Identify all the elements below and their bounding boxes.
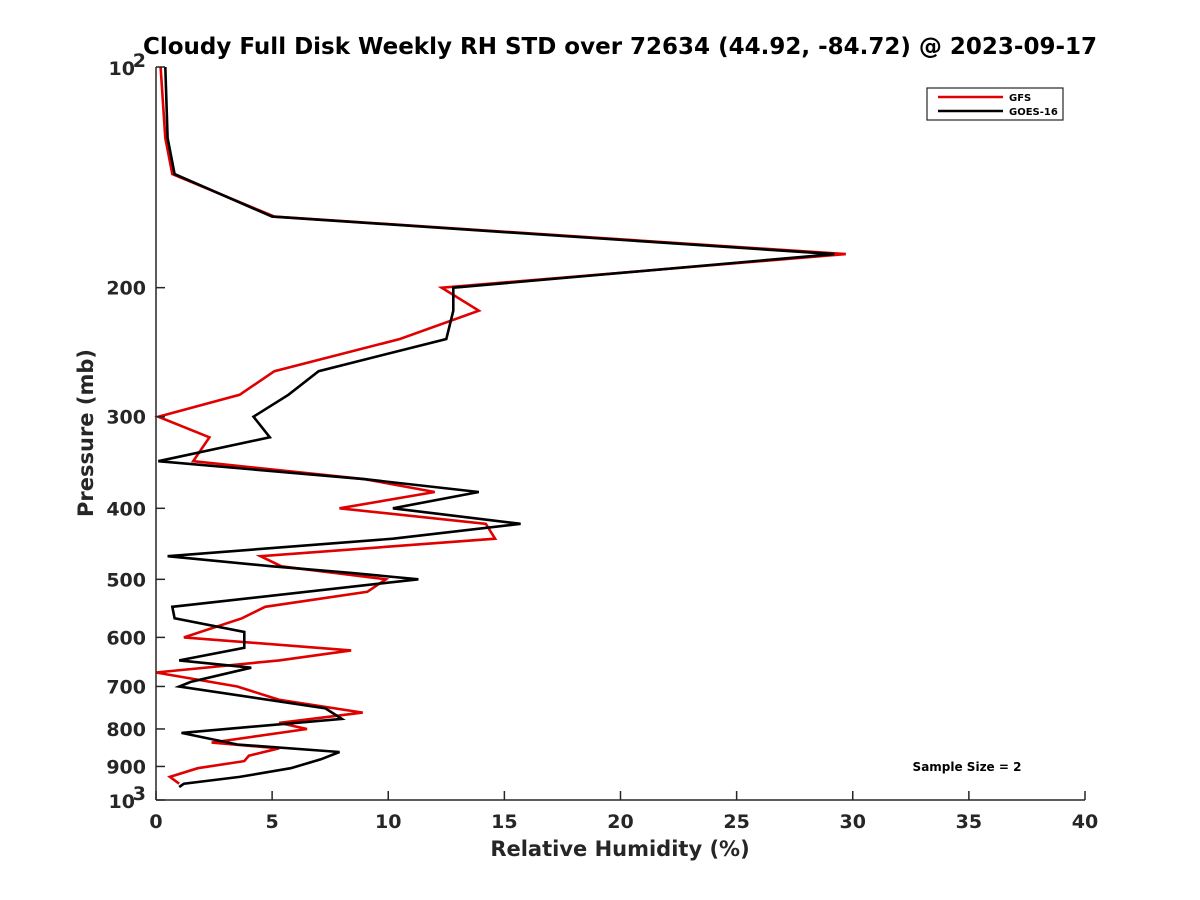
series-line-goes-16 xyxy=(158,66,835,789)
y-tick-label: 10 xyxy=(109,58,135,80)
y-tick-label: 10 xyxy=(109,791,135,813)
legend-label-gfs: GFS xyxy=(1009,93,1031,104)
y-tick-label: 500 xyxy=(106,569,146,591)
y-tick-label: 900 xyxy=(106,756,146,778)
x-tick-label: 15 xyxy=(491,811,517,833)
legend: GFS GOES-16 xyxy=(926,87,1064,121)
series-layer xyxy=(154,66,846,789)
y-tick-label: 800 xyxy=(106,719,146,741)
x-tick-label: 35 xyxy=(956,811,982,833)
legend-label-goes-16: GOES-16 xyxy=(1009,107,1058,118)
sample-size-annotation: Sample Size = 2 xyxy=(913,760,1022,774)
x-tick-label: 5 xyxy=(266,811,279,833)
y-tick-label: 700 xyxy=(106,676,146,698)
chart-title: Cloudy Full Disk Weekly RH STD over 7263… xyxy=(143,34,1097,60)
x-tick-label: 40 xyxy=(1072,811,1098,833)
y-tick-exponent: 3 xyxy=(133,783,146,805)
series-line-gfs xyxy=(154,66,846,785)
y-tick-label: 300 xyxy=(106,407,146,429)
x-tick-label: 10 xyxy=(375,811,401,833)
x-tick-label: 25 xyxy=(723,811,749,833)
y-tick-exponent: 2 xyxy=(133,50,146,72)
axes-layer: 0 5 10 15 20 25 30 35 40102200300400500600700800… xyxy=(106,50,1098,833)
x-tick-label: 0 xyxy=(149,811,162,833)
legend-box xyxy=(926,87,1064,121)
y-tick-label: 200 xyxy=(106,278,146,300)
y-axis-label: Pressure (mb) xyxy=(74,349,98,517)
x-tick-label: 30 xyxy=(840,811,866,833)
y-tick-label: 600 xyxy=(106,627,146,649)
x-tick-label: 20 xyxy=(607,811,633,833)
y-tick-label: 400 xyxy=(106,498,146,520)
x-axis-label: Relative Humidity (%) xyxy=(490,837,749,861)
